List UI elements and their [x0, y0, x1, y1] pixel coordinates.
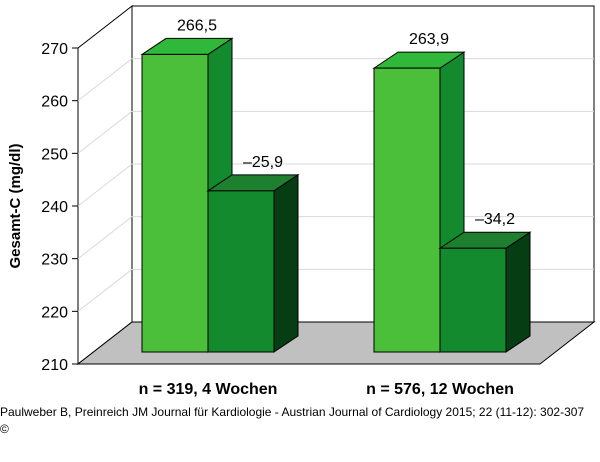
bar: [439, 247, 507, 353]
bar-side: [505, 231, 531, 353]
y-tick-label: 220: [41, 304, 68, 321]
bar: [207, 190, 275, 353]
gridline-side: [77, 216, 133, 260]
data-label: –34,2: [475, 211, 515, 228]
x-category-label: n = 576, 12 Wochen: [366, 381, 514, 398]
y-tick-label: 260: [41, 94, 68, 111]
x-category-label: n = 319, 4 Wochen: [139, 381, 278, 398]
data-label: 266,5: [177, 17, 217, 34]
bar: [141, 53, 209, 353]
y-axis-ticks: 210 220 230 240 250 260 270: [41, 41, 78, 374]
citation-text: Paulweber B, Preinreich JM Journal für K…: [0, 405, 584, 419]
y-axis-label: Gesamt-C (mg/dl): [7, 143, 24, 268]
bar-side: [273, 173, 299, 353]
gridline-side: [77, 268, 133, 312]
gridline-side: [77, 58, 133, 102]
data-label: 263,9: [409, 31, 449, 48]
data-label: –25,9: [243, 154, 283, 171]
y-tick-label: 270: [41, 41, 68, 58]
x-axis-categories: n = 319, 4 Wochen n = 576, 12 Wochen: [139, 381, 514, 398]
data-labels: 266,5 –25,9 263,9 –34,2: [177, 17, 515, 228]
gridline-side: [77, 110, 133, 154]
gridline-side: [77, 163, 133, 207]
bar: [373, 67, 441, 353]
y-tick-label: 210: [41, 357, 68, 374]
bars: [140, 37, 532, 353]
y-tick-label: 240: [41, 199, 68, 216]
y-tick-label: 230: [41, 252, 68, 269]
copyright-symbol: ©: [0, 422, 9, 436]
y-tick-label: 250: [41, 146, 68, 163]
